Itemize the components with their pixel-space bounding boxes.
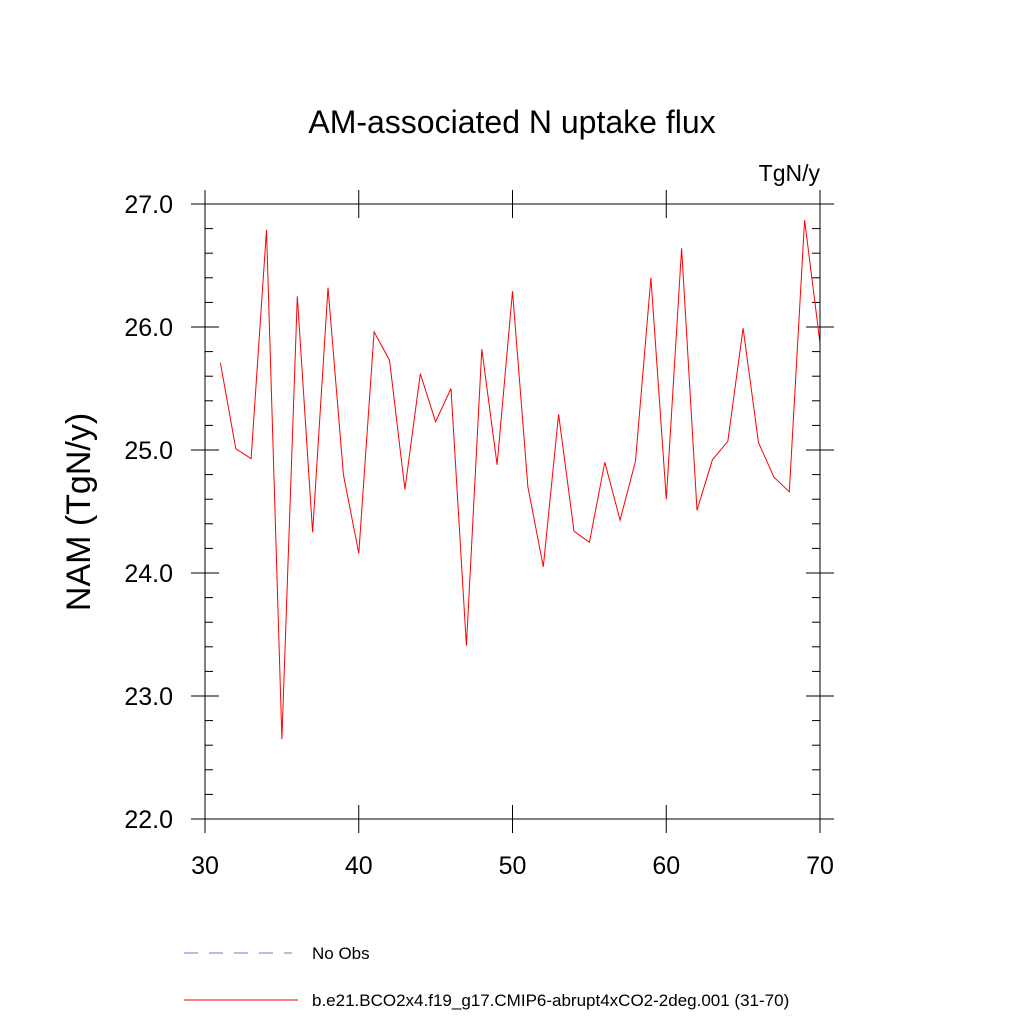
- y-tick-labels: 22.0 23.0 24.0 25.0 26.0 27.0: [124, 191, 173, 834]
- series-layer: [219, 219, 821, 740]
- axis-ticks: [191, 190, 834, 833]
- y-tick-label: 23.0: [124, 683, 173, 711]
- legend: No Obs b.e21.BCO2x4.f19_g17.CMIP6-abrupt…: [184, 944, 789, 1010]
- chart-title: AM-associated N uptake flux: [308, 104, 715, 140]
- units-label: TgN/y: [759, 160, 821, 186]
- legend-model-label: b.e21.BCO2x4.f19_g17.CMIP6-abrupt4xCO2-2…: [312, 991, 789, 1010]
- x-tick-labels: 30 40 50 60 70: [191, 852, 834, 880]
- y-tick-label: 24.0: [124, 560, 173, 588]
- x-tick-label: 50: [499, 852, 527, 880]
- x-tick-label: 70: [806, 852, 834, 880]
- series-line: [219, 219, 821, 740]
- plot-frame: [204, 203, 821, 820]
- x-tick-label: 40: [345, 852, 373, 880]
- y-tick-label: 26.0: [124, 314, 173, 342]
- y-axis-label: NAM (TgN/y): [60, 413, 98, 611]
- x-tick-label: 30: [191, 852, 219, 880]
- x-tick-label: 60: [652, 852, 680, 880]
- legend-obs-label: No Obs: [312, 944, 370, 963]
- y-tick-label: 25.0: [124, 437, 173, 465]
- y-tick-label: 22.0: [124, 806, 173, 834]
- y-tick-label: 27.0: [124, 191, 173, 219]
